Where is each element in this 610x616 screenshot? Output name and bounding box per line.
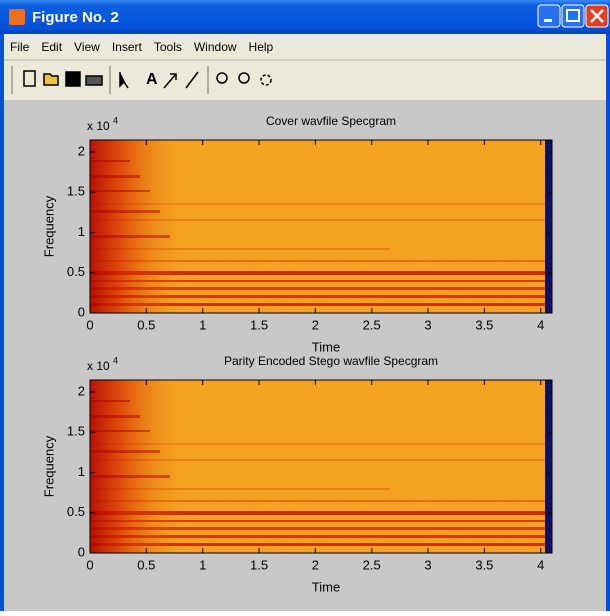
x-tick-label: 2 (312, 557, 319, 572)
x-axis-label: Time (312, 339, 340, 354)
menu-item[interactable]: File (10, 40, 30, 54)
x-tick-label: 4 (537, 557, 544, 572)
y-tick-label: 2 (78, 384, 85, 399)
x-tick-label: 0.5 (137, 557, 155, 572)
menu-item[interactable]: Edit (41, 40, 62, 54)
menu-item[interactable]: Insert (112, 40, 143, 54)
select-icon[interactable] (119, 72, 129, 89)
y-tick-label: 0.5 (67, 264, 85, 279)
charts: 0 0.5 1 1.5 2 2.5 3 3.5 4 0 0.5 1 1.5 2 Cover wavfile … (41, 114, 553, 594)
save-icon[interactable] (65, 71, 81, 87)
chart-title: Cover wavfile Specgram (266, 114, 396, 128)
menu-item[interactable]: Window (194, 40, 237, 54)
y-tick-label: 1.5 (67, 424, 85, 439)
chart-title: Parity Encoded Stego wavfile Specgram (224, 354, 438, 368)
line-icon[interactable] (185, 71, 199, 89)
menu-item[interactable]: Tools (154, 40, 182, 54)
title-bar (0, 0, 610, 34)
x-tick-label: 4 (537, 317, 544, 332)
arrow-icon[interactable] (163, 73, 177, 89)
y-axis-label: Frequency (41, 435, 56, 497)
open-icon[interactable] (43, 73, 59, 86)
zoom-out-icon[interactable] (238, 72, 250, 84)
y-tick-label: 1 (78, 224, 85, 239)
app-icon (9, 9, 25, 25)
maximize-icon (566, 9, 580, 22)
window-buttons (537, 4, 609, 28)
rotate-icon[interactable] (260, 74, 272, 86)
x-tick-label: 2.5 (363, 317, 381, 332)
menu-item[interactable]: View (74, 40, 100, 54)
spectrogram-image (90, 140, 552, 313)
x-tick-label: 0 (86, 557, 93, 572)
x-axis-label: Time (312, 579, 340, 594)
spectrogram-image (90, 380, 552, 553)
x-tick-label: 1.5 (250, 317, 268, 332)
x-tick-label: 2.5 (363, 557, 381, 572)
y-exponent-power: 4 (113, 115, 118, 125)
zoom-in-icon[interactable] (216, 72, 228, 84)
x-tick-label: 3.5 (475, 317, 493, 332)
y-tick-label: 1.5 (67, 184, 85, 199)
y-tick-label: 0.5 (67, 504, 85, 519)
y-tick-label: 2 (78, 144, 85, 159)
axes-box (89, 379, 553, 554)
close-icon (590, 9, 604, 23)
minimize-icon (544, 19, 552, 22)
new-icon[interactable] (23, 70, 36, 87)
y-exponent-power: 4 (113, 355, 118, 365)
window-title: Figure No. 2 (32, 9, 119, 26)
x-tick-label: 3 (424, 557, 431, 572)
x-tick-label: 2 (312, 317, 319, 332)
text-icon[interactable]: A (146, 71, 158, 88)
x-tick-label: 0.5 (137, 317, 155, 332)
x-tick-label: 1 (199, 317, 206, 332)
menu-item[interactable]: Help (249, 40, 274, 54)
menu-bar: File Edit View Insert Tools Window Help (10, 40, 274, 54)
print-icon[interactable] (85, 75, 103, 86)
x-tick-label: 3 (424, 317, 431, 332)
y-axis-label: Frequency (41, 195, 56, 257)
x-tick-label: 1 (199, 557, 206, 572)
y-tick-label: 1 (78, 464, 85, 479)
toolbar: A (11, 66, 272, 94)
maximize-button[interactable] (561, 4, 585, 28)
y-exponent: x 10 (87, 359, 110, 373)
x-tick-label: 1.5 (250, 557, 268, 572)
y-tick-label: 0 (78, 304, 85, 319)
y-exponent: x 10 (87, 119, 110, 133)
x-tick-label: 3.5 (475, 557, 493, 572)
minimize-button[interactable] (537, 4, 561, 28)
x-tick-label: 0 (86, 317, 93, 332)
y-tick-label: 0 (78, 544, 85, 559)
axes-box (89, 139, 553, 314)
